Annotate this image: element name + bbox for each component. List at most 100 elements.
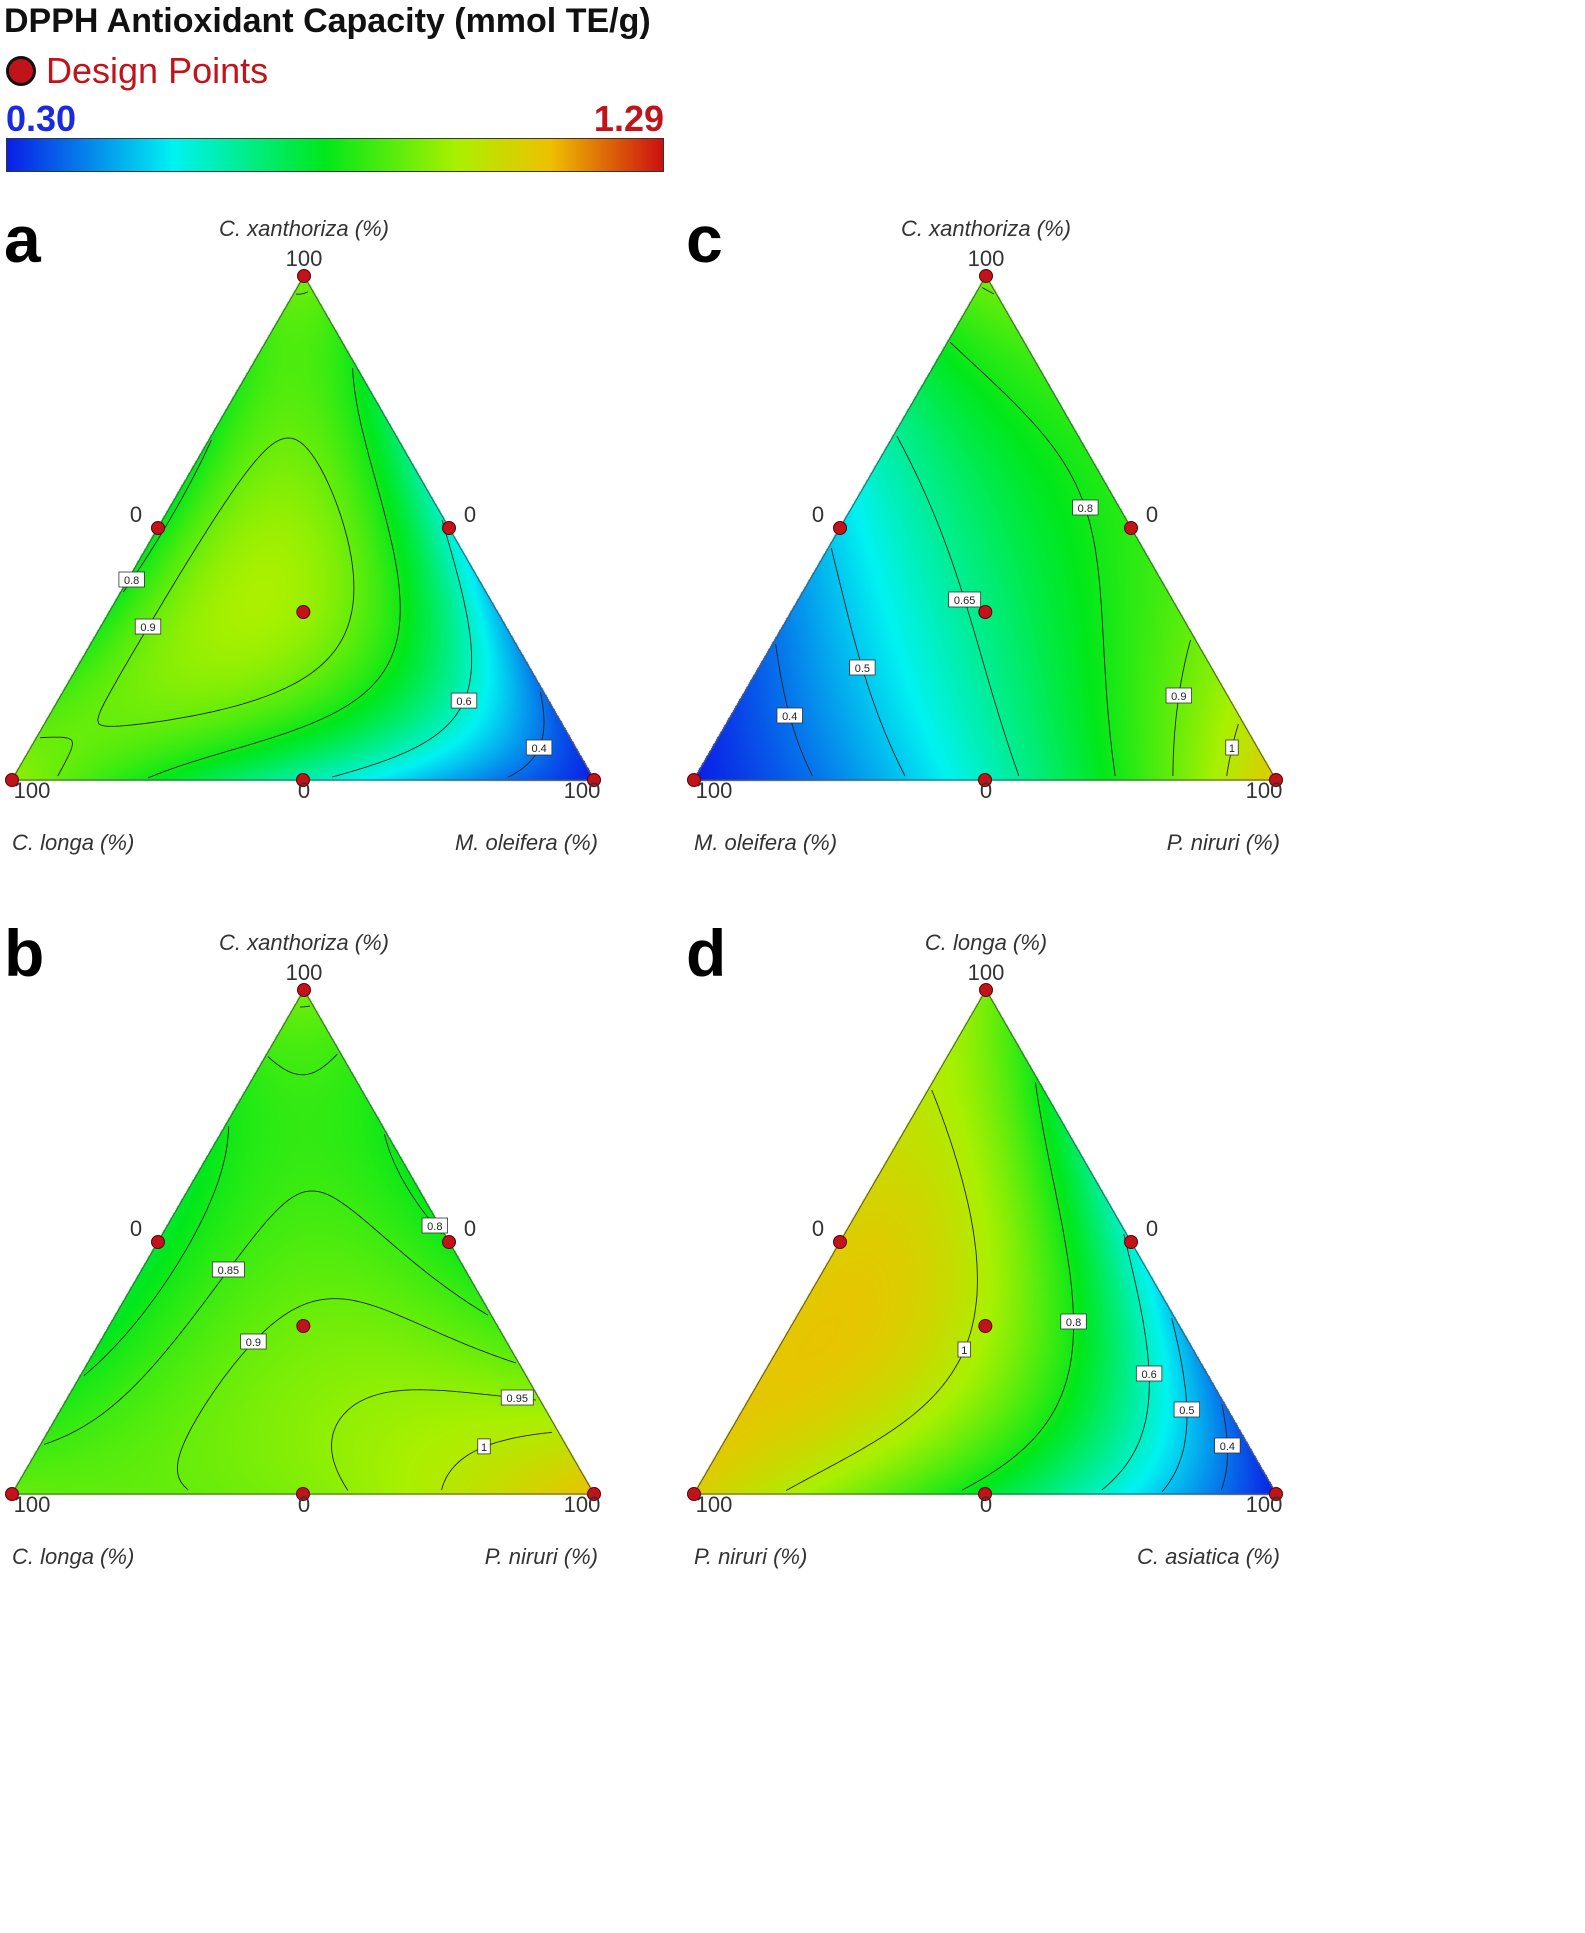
tick-top-100: 100 [286,960,323,985]
contour-label: 0.5 [1173,1401,1201,1418]
contour-line-0.6 [331,519,473,778]
design-point [1124,521,1138,535]
legend-label: Design Points [46,50,269,91]
triangle-frame [11,989,595,1495]
design-point [979,983,993,997]
contour-line-0.5 [1161,1317,1188,1493]
contour-label: 0.8 [118,571,145,588]
contour-line-1 [441,1431,553,1491]
design-point [587,1487,601,1501]
contour-line-0.6 [1101,1233,1150,1491]
design-point [151,521,165,535]
svg-text:0.9: 0.9 [1171,691,1186,703]
design-point [833,521,847,535]
design-point [978,773,992,787]
contour-label: 0.5 [849,659,876,676]
axis-label-left: C. longa (%) [12,1544,134,1569]
svg-text:0.4: 0.4 [782,711,797,723]
svg-text:0.65: 0.65 [954,595,975,607]
panel-letter: d [686,916,727,990]
svg-text:0.8: 0.8 [1078,503,1093,515]
panel-c: 0.4 0.5 0.65 0.8 0.9 1 C. xanthoriza (%) 100 0 0 1… [682,200,1322,860]
contour-line-0.8 [961,1081,1075,1491]
panel-a: 0.4 0.6 0.8 0.9 C. xanthoriza (%) 100 0 0 100 0 10… [0,200,640,860]
design-point [5,1487,19,1501]
tick-top-100: 100 [968,246,1005,271]
design-point [442,1235,456,1249]
design-point-marker-icon [6,56,36,86]
contour-label: 0.8 [421,1217,448,1234]
axis-label-left: P. niruri (%) [694,1544,807,1569]
svg-text:1: 1 [1229,743,1235,755]
design-point [978,605,993,619]
svg-text:0.9: 0.9 [140,622,155,634]
svg-text:0.8: 0.8 [1066,1317,1081,1329]
design-point [296,1487,310,1501]
contour-label: 0.6 [1135,1365,1163,1382]
svg-text:0.5: 0.5 [1179,1405,1194,1417]
panel-letter: a [4,202,41,276]
tick-bottom-0: 0 [298,1492,310,1517]
axis-label-top: C. xanthoriza (%) [219,216,389,241]
contour-line-0.9 [981,287,1191,776]
triangle-frame [693,989,1277,1495]
design-point [978,1487,992,1501]
tick-right-edge-0: 0 [464,1216,476,1241]
design-point [296,1319,311,1333]
design-point [687,1487,701,1501]
tick-top-100: 100 [968,960,1005,985]
ternary-plot: 0.8 0.85 0.9 0.95 1 C. xanthoriza (%) 100 0 0 100… [5,930,601,1569]
contour-label: 0.9 [240,1333,267,1350]
contour-label: 0.4 [525,739,553,756]
contour-label: 0.8 [1072,499,1099,516]
tick-left-edge-0: 0 [130,502,142,527]
tick-right-100: 100 [564,778,601,803]
contour-label: 1 [1225,739,1239,756]
tick-left-100: 100 [696,778,733,803]
design-point [1124,1235,1138,1249]
design-point [1269,1487,1283,1501]
design-point [296,605,311,619]
contour-line-0.4 [507,691,545,778]
axis-label-top: C. longa (%) [925,930,1047,955]
design-point [151,1235,165,1249]
contour-label: 1 [477,1438,491,1455]
contour-label: 0.65 [948,591,982,608]
svg-text:0.8: 0.8 [427,1221,442,1233]
contour-label: 0.4 [776,707,803,724]
tick-bottom-0: 0 [980,1492,992,1517]
contour-label: 1 [957,1341,971,1358]
design-point [587,773,601,787]
svg-text:0.5: 0.5 [855,663,870,675]
tick-left-100: 100 [14,778,51,803]
tick-right-100: 100 [1246,778,1283,803]
tick-left-edge-0: 0 [812,502,824,527]
tick-right-100: 100 [564,1492,601,1517]
design-point [979,269,993,283]
contour-line-0.5 [830,547,906,777]
axis-label-left: M. oleifera (%) [694,830,837,855]
svg-text:0.95: 0.95 [507,1393,528,1405]
axis-label-top: C. xanthoriza (%) [901,216,1071,241]
tick-right-edge-0: 0 [1146,1216,1158,1241]
design-point [833,1235,847,1249]
tick-top-100: 100 [286,246,323,271]
tick-right-edge-0: 0 [1146,502,1158,527]
contour-label: 0.95 [500,1389,534,1406]
ternary-plot: 0.4 0.5 0.65 0.8 0.9 1 C. xanthoriza (%) 100 0 0 1… [687,216,1283,855]
design-point [5,773,19,787]
tick-left-100: 100 [14,1492,51,1517]
svg-text:0.6: 0.6 [1141,1369,1156,1381]
axis-label-right: P. niruri (%) [1167,830,1280,855]
contour-label: 0.8 [1060,1313,1087,1330]
design-point [297,983,311,997]
contour-line-0.85 [43,1053,489,1445]
svg-text:0.8: 0.8 [124,575,139,587]
tick-bottom-0: 0 [298,778,310,803]
contour-line-1 [785,1089,978,1491]
contour-line-0.9 [39,291,355,777]
ternary-plot: 0.4 0.6 0.8 0.9 C. xanthoriza (%) 100 0 0 100 0 10… [5,216,601,855]
axis-label-top: C. xanthoriza (%) [219,930,389,955]
response-surface-fill [682,200,1322,860]
svg-text:0.4: 0.4 [1220,1441,1235,1453]
